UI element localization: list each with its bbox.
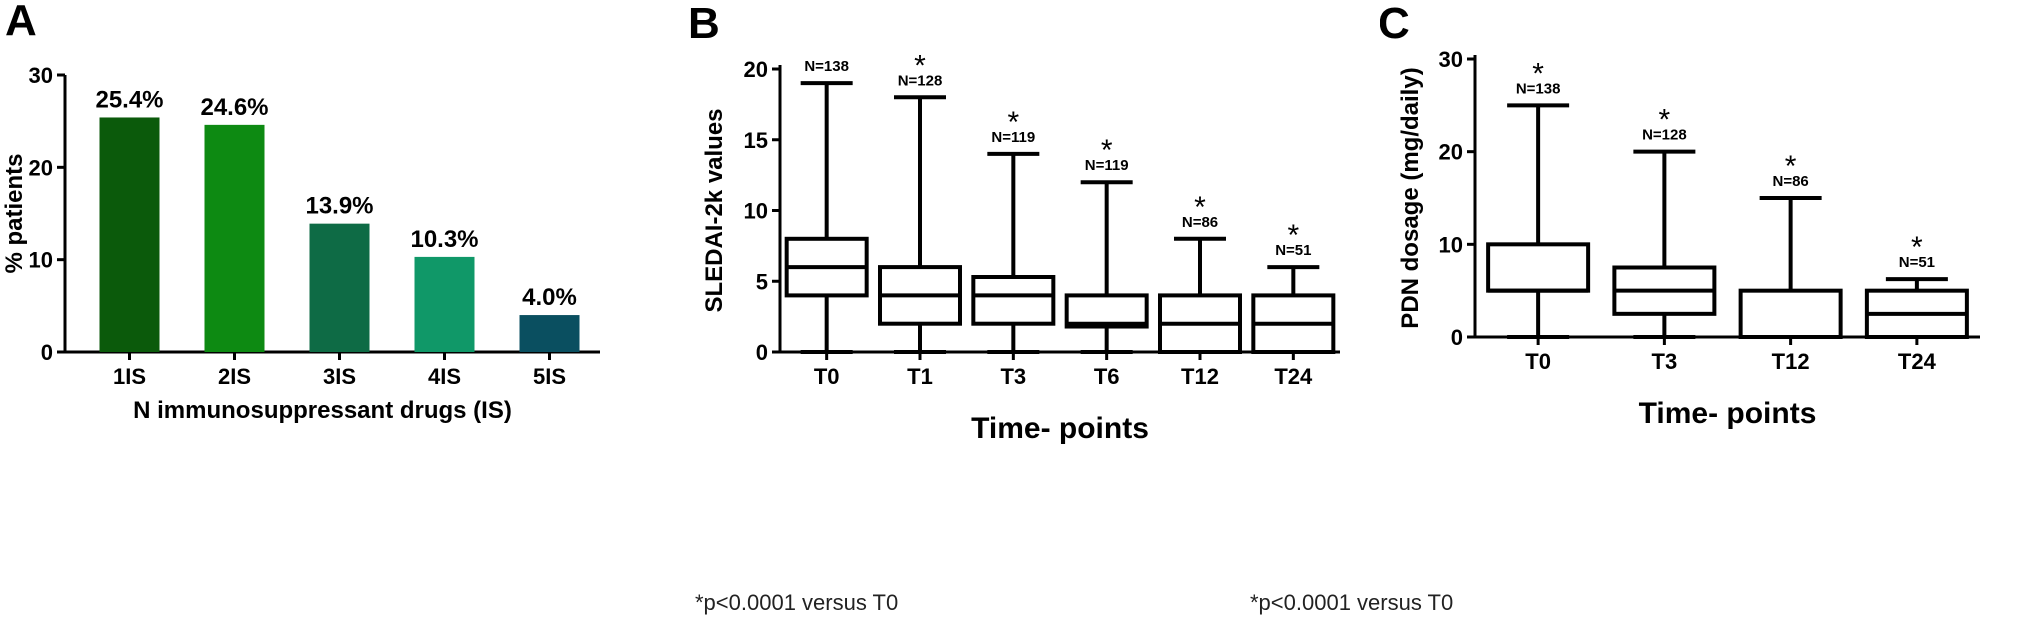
x-tick-label: 3IS bbox=[323, 364, 356, 389]
x-axis-title: Time- points bbox=[971, 412, 1149, 445]
y-axis-title: PDN dosage (mg/daily) bbox=[1397, 67, 1424, 328]
x-tick-label: 5IS bbox=[533, 364, 566, 389]
significance-star: * bbox=[914, 49, 926, 82]
n-label: N=128 bbox=[1642, 127, 1687, 144]
y-tick-label: 30 bbox=[29, 63, 53, 88]
n-label: N=86 bbox=[1772, 173, 1808, 190]
significance-star: * bbox=[1007, 106, 1019, 139]
panel-letter: B bbox=[690, 0, 720, 48]
box bbox=[1738, 288, 1843, 339]
bar bbox=[309, 223, 370, 352]
data-label: 10.3% bbox=[410, 226, 478, 253]
footnote-b: *p<0.0001 versus T0 bbox=[695, 590, 899, 615]
data-label: 25.4% bbox=[95, 86, 163, 113]
x-tick-label: T1 bbox=[907, 364, 933, 389]
significance-star: * bbox=[1659, 104, 1671, 137]
panel-b-box-plot: B 0 5 10 15 20 N=138 T0 N=128 * T1 N=119 * T3 N=119 * T6… bbox=[690, 0, 1350, 637]
box-plot-svg: C0102030N=138*T0N=128*T3N=86*T12N=51*T24… bbox=[1380, 0, 1980, 430]
n-label: N=119 bbox=[1085, 157, 1129, 174]
y-axis-title: SLEDAI-2k values bbox=[701, 108, 728, 312]
data-label: 4.0% bbox=[522, 284, 577, 311]
n-label: N=86 bbox=[1182, 214, 1218, 231]
significance-star: * bbox=[1532, 57, 1544, 90]
n-label: N=138 bbox=[1516, 80, 1561, 97]
significance-star: * bbox=[1194, 191, 1206, 224]
x-tick-label: T24 bbox=[1274, 364, 1313, 389]
x-tick-label: T3 bbox=[1652, 349, 1678, 374]
bar bbox=[99, 117, 160, 353]
y-tick-label: 20 bbox=[744, 57, 768, 82]
x-tick-label: T24 bbox=[1898, 349, 1937, 374]
panel-letter: C bbox=[1380, 0, 1410, 48]
bar bbox=[204, 124, 265, 352]
x-axis-title: N immunosuppressant drugs (IS) bbox=[133, 397, 512, 424]
bar bbox=[414, 256, 475, 352]
y-tick-label: 30 bbox=[1439, 47, 1463, 72]
footnote-c: *p<0.0001 versus T0 bbox=[1250, 590, 1454, 615]
significance-star: * bbox=[1911, 231, 1923, 264]
x-tick-label: T0 bbox=[814, 364, 840, 389]
x-tick-label: 1IS bbox=[113, 364, 146, 389]
box bbox=[1486, 242, 1591, 293]
x-tick-label: T12 bbox=[1772, 349, 1810, 374]
data-label: 13.9% bbox=[305, 193, 373, 220]
panel-c-box-plot: C 0 10 20 30 N=138 * T0 N=128 * T3 N=86 * T12 N=51 * T24… bbox=[1250, 0, 2030, 637]
y-tick-label: 15 bbox=[744, 128, 768, 153]
y-tick-label: 0 bbox=[756, 340, 768, 365]
data-label: 24.6% bbox=[200, 94, 268, 121]
x-tick-label: 2IS bbox=[218, 364, 251, 389]
significance-star: * bbox=[1287, 219, 1299, 252]
box bbox=[971, 275, 1056, 326]
significance-star: * bbox=[1101, 134, 1113, 167]
y-tick-label: 20 bbox=[29, 155, 53, 180]
panel-letter: A bbox=[5, 0, 37, 45]
n-label: N=128 bbox=[898, 72, 943, 89]
significance-star: * bbox=[1785, 150, 1797, 183]
n-label: N=51 bbox=[1275, 242, 1311, 259]
panel-a-bar-chart: A 0 10 20 30 25.4% 1IS 24.6% 2IS 13.9% 3IS 10.3% 4IS… bbox=[0, 0, 640, 637]
x-tick-label: T0 bbox=[1525, 349, 1551, 374]
bar-chart-svg: A 0 10 20 30 25.4% 1IS 24.6% 2IS 13.9% 3IS 10.3% 4IS… bbox=[1, 0, 600, 424]
x-tick-label: T12 bbox=[1181, 364, 1219, 389]
y-tick-label: 10 bbox=[29, 248, 53, 273]
y-tick-label: 10 bbox=[1439, 232, 1463, 257]
y-axis-title: % patients bbox=[1, 153, 28, 273]
n-label: N=138 bbox=[804, 58, 849, 75]
box bbox=[1064, 293, 1149, 329]
x-tick-label: T3 bbox=[1000, 364, 1026, 389]
y-tick-label: 0 bbox=[41, 340, 53, 365]
x-tick-label: T6 bbox=[1094, 364, 1120, 389]
y-tick-label: 5 bbox=[756, 269, 768, 294]
n-label: N=119 bbox=[991, 129, 1035, 146]
x-tick-label: 4IS bbox=[428, 364, 461, 389]
bar bbox=[519, 315, 580, 352]
n-label: N=51 bbox=[1899, 254, 1935, 271]
y-tick-label: 10 bbox=[744, 199, 768, 224]
y-tick-label: 0 bbox=[1451, 325, 1463, 350]
y-tick-label: 20 bbox=[1439, 140, 1463, 165]
x-axis-title: Time- points bbox=[1639, 397, 1817, 430]
